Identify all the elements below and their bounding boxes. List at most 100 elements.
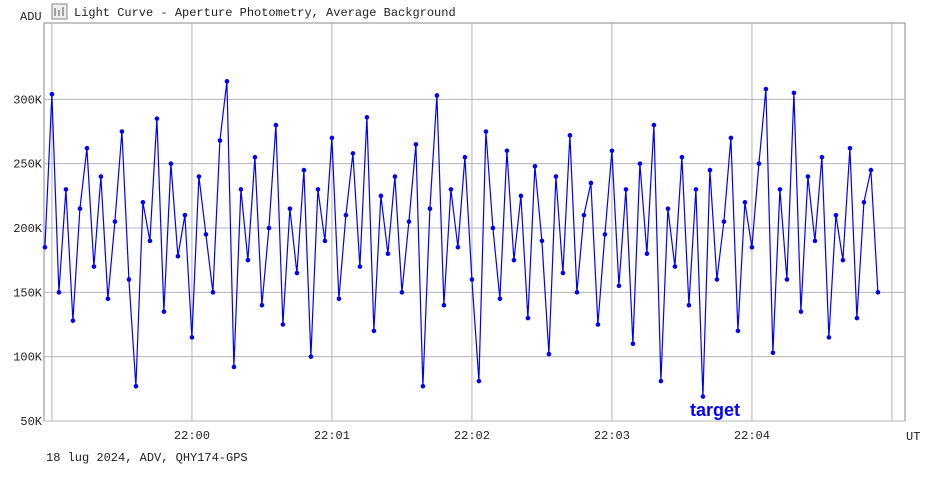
data-point [329,135,335,141]
data-point [280,322,286,327]
data-point [833,212,839,218]
data-point [658,378,664,384]
data-point [217,138,223,143]
data-point [112,219,118,224]
data-point [399,290,405,295]
data-point [595,322,601,327]
data-point [854,315,860,321]
y-tick-label: 300K [13,93,43,107]
y-tick-label: 50K [20,415,42,429]
x-axis-label: UT [906,430,920,444]
data-point [560,270,566,276]
y-tick-label: 150K [13,286,43,300]
data-point [623,187,629,192]
y-tick-label: 200K [13,222,43,236]
data-point [224,79,230,84]
data-point [266,225,272,231]
x-tick-label: 22:03 [594,429,630,443]
data-point [763,86,769,92]
data-point [189,335,195,340]
data-point [154,116,160,121]
data-point [343,212,349,218]
data-point [203,232,209,237]
data-point [651,122,657,128]
data-point [133,383,139,389]
data-point [700,394,706,399]
data-point [287,206,293,211]
data-point [126,277,132,282]
data-point [490,225,496,231]
data-point [406,219,412,224]
data-point [553,174,559,179]
data-point [455,245,461,250]
x-tick-label: 22:00 [174,429,210,443]
data-point [644,251,650,257]
data-point [161,309,167,314]
data-point [742,199,748,205]
data-point [476,378,482,384]
data-point [364,115,370,120]
data-point [735,328,741,334]
data-point [462,154,468,160]
data-point [259,302,265,308]
data-point [567,133,573,138]
y-tick-label: 100K [13,351,43,365]
data-point [602,232,608,237]
data-point [427,206,433,211]
title-icon-glyph [54,7,64,16]
data-point [714,277,720,282]
data-point [56,290,62,295]
data-point [546,351,552,357]
data-point [728,135,734,141]
data-point [805,174,811,179]
data-point [574,290,580,295]
data-point [609,148,615,154]
data-point [98,174,104,179]
data-point [665,206,671,211]
data-point [294,270,300,276]
data-point [679,154,685,160]
data-point [70,318,76,323]
data-point [707,167,713,173]
data-point [168,161,174,166]
data-point [238,187,244,192]
data-point [721,219,727,224]
data-point [581,212,587,218]
x-tick-label: 22:01 [314,429,350,443]
data-point [84,145,90,151]
data-point [350,151,356,156]
data-point [868,167,874,173]
y-axis-label: ADU [20,10,42,24]
data-point [798,309,804,314]
data-point [231,364,237,370]
data-point [518,193,524,199]
data-point [140,199,146,205]
data-point [434,93,440,98]
data-point [42,245,48,250]
data-point [378,193,384,199]
data-point [770,350,776,356]
data-point [777,187,783,192]
data-point [322,238,328,244]
data-point [210,290,216,295]
data-point [826,335,832,340]
data-point [861,199,867,205]
data-point [63,187,69,192]
data-point [756,161,762,166]
footer: 18 lug 2024, ADV, QHY174-GPS [46,451,248,465]
data-point [196,174,202,179]
data-point [686,302,692,308]
data-point [385,251,391,257]
data-point [49,91,55,97]
annotation: target [690,400,740,420]
data-point [315,187,321,192]
data-point [784,277,790,282]
data-point [371,328,377,334]
data-point [448,187,454,192]
data-point [420,383,426,389]
data-point [791,90,797,96]
data-point [875,290,881,295]
data-point [672,264,678,269]
